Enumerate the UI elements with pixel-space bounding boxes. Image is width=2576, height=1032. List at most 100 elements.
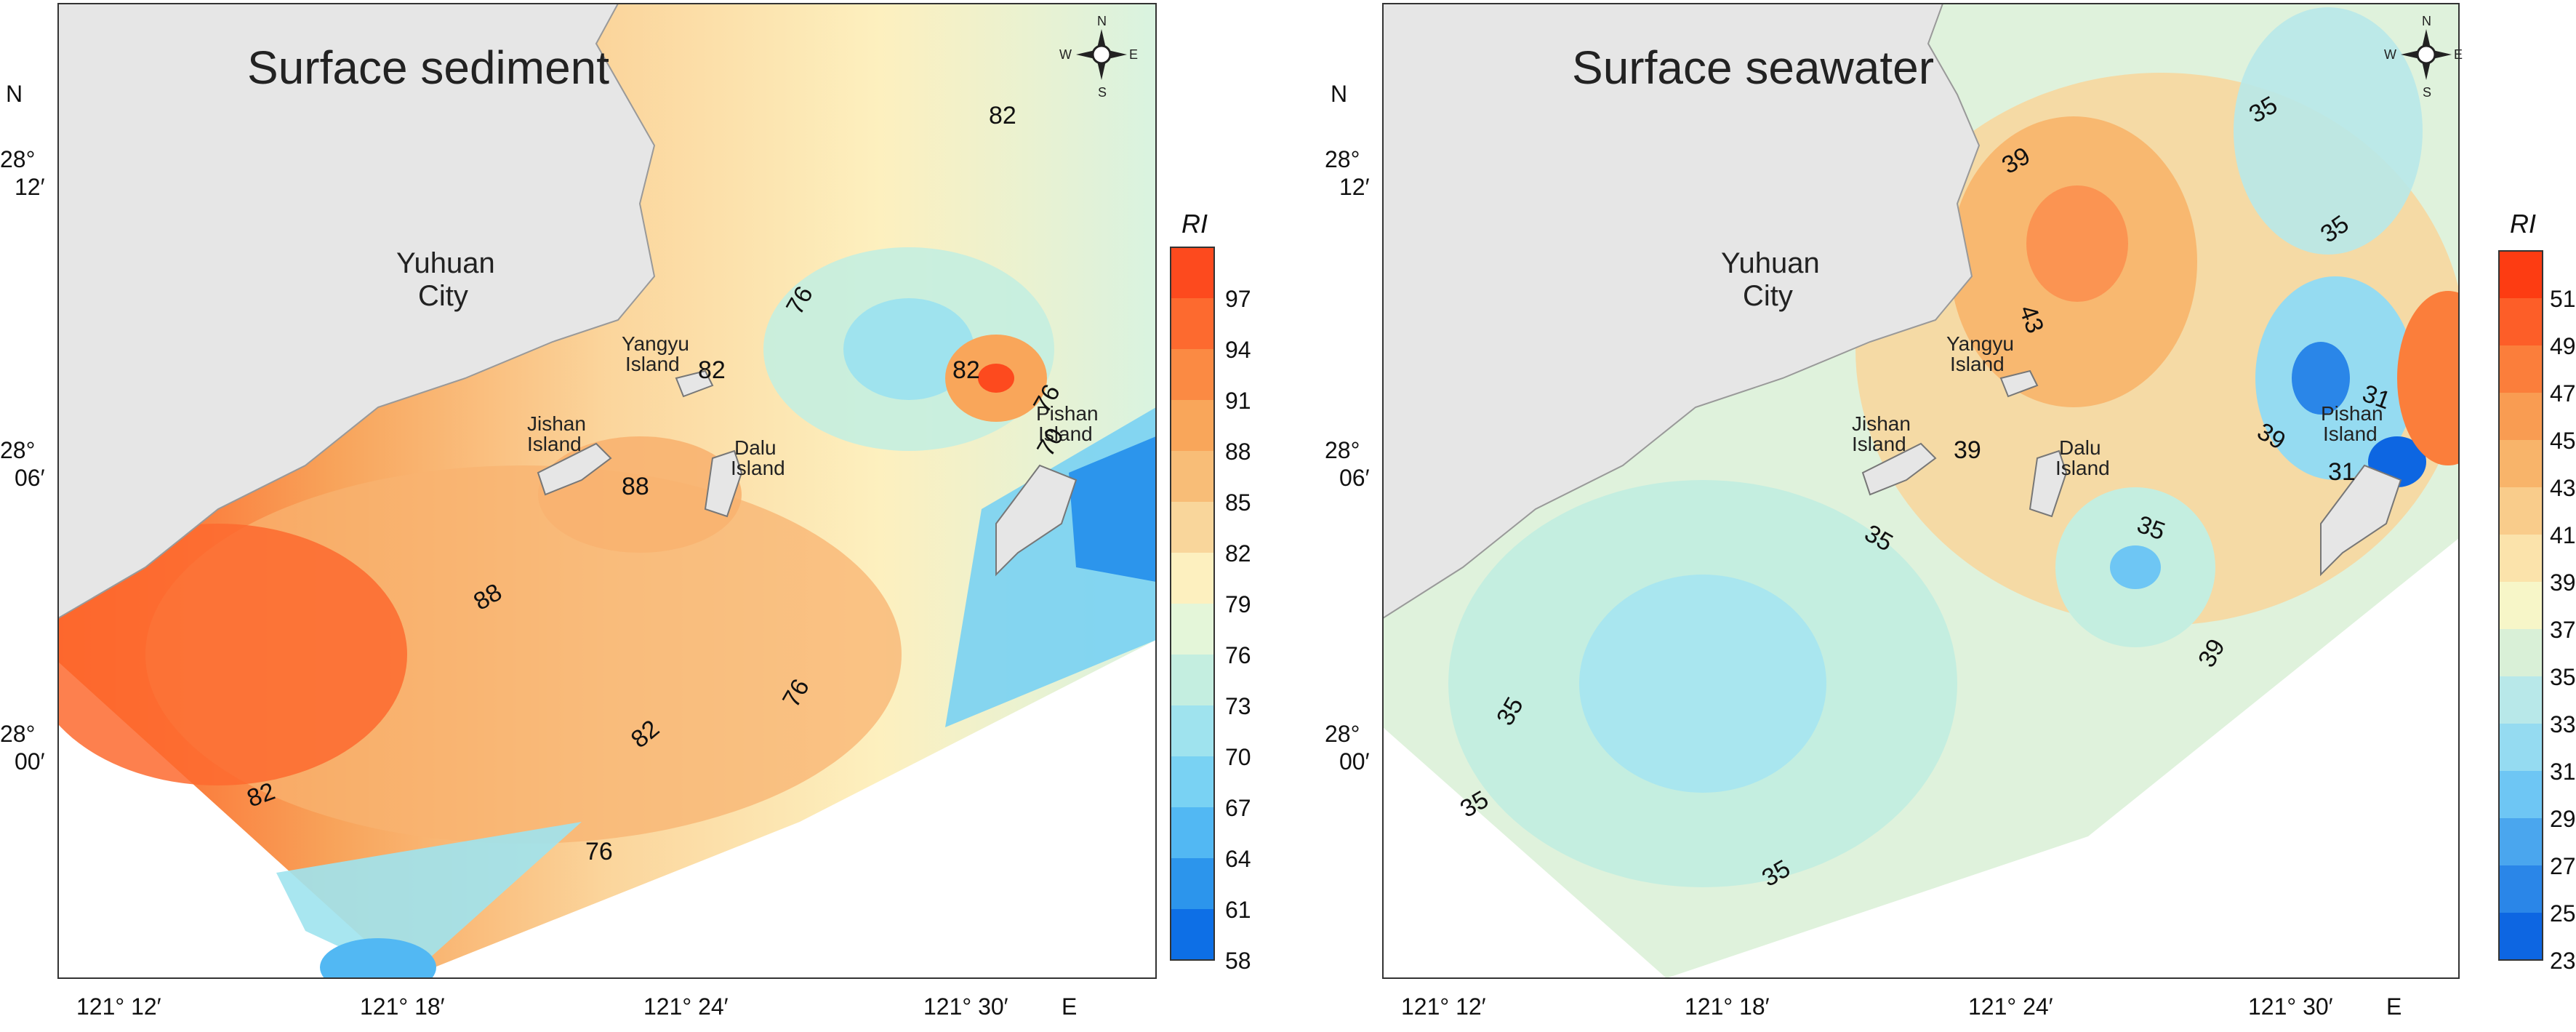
contour-band-peak <box>978 364 1014 393</box>
contour-band-45 <box>2026 185 2128 302</box>
legend-tick: 73 <box>1225 693 1251 719</box>
lon-label: 121° 24′ <box>1968 993 2053 1020</box>
north-axis-label: N <box>1331 81 1347 107</box>
legend-title: RI <box>1181 209 1208 239</box>
legend-tick: 23 <box>2550 948 2576 974</box>
mainland-land <box>58 4 656 620</box>
legend-tick: 27 <box>2550 853 2576 879</box>
seawater-map-area: Surface seawater Yuhuan City Yangyu Isla… <box>1383 4 2459 978</box>
contour-label: 39 <box>1954 436 1981 464</box>
island-label-yangyu-suffix: Island <box>1950 353 2005 375</box>
legend-tick: 33 <box>2550 711 2576 737</box>
contour-label: 88 <box>622 473 649 500</box>
svg-text:N: N <box>1097 14 1107 28</box>
lon-label: 121° 18′ <box>1685 993 1770 1020</box>
svg-text:E: E <box>1129 47 1138 62</box>
legend-tick: 31 <box>2550 759 2576 785</box>
contour-band-47-east <box>2397 291 2459 465</box>
lat-label-min: 06′ <box>1339 465 1370 491</box>
legend-colorbar <box>1170 247 1215 961</box>
legend-tick: 58 <box>1225 948 1251 974</box>
island-label-yangyu: Yangyu <box>622 332 689 355</box>
island-label-dalu-suffix: Island <box>2055 457 2110 479</box>
contour-band-70 <box>843 298 974 400</box>
island-label-pishan: Pishan <box>1036 402 1099 425</box>
lon-label: 121° 18′ <box>360 993 445 1020</box>
island-label-pishan-suffix: Island <box>1038 423 1093 445</box>
svg-text:N: N <box>2422 14 2431 28</box>
jishan-island-shape <box>537 442 612 496</box>
city-label-line1: Yuhuan <box>1721 247 1820 279</box>
lat-label-deg: 28° <box>0 437 35 463</box>
legend-tick: 61 <box>1225 897 1251 923</box>
lat-label-deg: 28° <box>1325 146 1360 172</box>
svg-text:E: E <box>2454 47 2463 62</box>
lon-label: 121° 24′ <box>643 993 729 1020</box>
lat-label-min: 12′ <box>1339 174 1370 200</box>
legend-tick: 64 <box>1225 846 1251 872</box>
island-label-dalu: Dalu <box>734 436 777 459</box>
lon-label: 121° 12′ <box>1401 993 1486 1020</box>
svg-text:W: W <box>1059 47 1072 62</box>
legend-tick: 82 <box>1225 540 1251 567</box>
island-label-jishan: Jishan <box>527 412 586 435</box>
legend-tick: 76 <box>1225 642 1251 668</box>
legend-tick: 51 <box>2550 286 2576 312</box>
east-axis-label: E <box>1062 993 1077 1020</box>
lon-label: 121° 30′ <box>923 993 1008 1020</box>
map-title: Surface seawater <box>1572 41 1934 94</box>
island-label-pishan: Pishan <box>2321 402 2383 425</box>
contour-band-33-sw <box>1579 575 1826 793</box>
contour-band-94 <box>58 524 407 785</box>
map-frame <box>1382 3 2460 979</box>
legend-tick: 79 <box>1225 591 1251 617</box>
legend-tick: 41 <box>2550 522 2576 548</box>
contour-label: 82 <box>989 102 1016 129</box>
compass-rose-icon: N S E W <box>1059 14 1138 100</box>
island-label-dalu-suffix: Island <box>731 457 785 479</box>
legend-tick: 97 <box>1225 286 1251 312</box>
lon-label: 121° 12′ <box>76 993 161 1020</box>
legend-tick: 70 <box>1225 744 1251 770</box>
legend-title: RI <box>2510 209 2536 239</box>
lat-label-min: 12′ <box>15 174 45 200</box>
island-label-yangyu: Yangyu <box>1946 332 2014 355</box>
map-frame <box>57 3 1157 979</box>
contour-label: 82 <box>952 356 980 384</box>
lat-label-min: 00′ <box>1339 748 1370 775</box>
legend-tick: 47 <box>2550 380 2576 407</box>
contour-band-low-south <box>276 822 582 978</box>
lat-label-deg: 28° <box>1325 721 1360 747</box>
svg-text:S: S <box>2423 85 2431 100</box>
yangyu-island-shape <box>1999 369 2039 398</box>
legend-tick: 39 <box>2550 569 2576 596</box>
dalu-island-shape <box>704 449 743 518</box>
svg-text:S: S <box>1098 85 1107 100</box>
city-label-line2: City <box>1743 280 1793 312</box>
legend-tick: 91 <box>1225 388 1251 414</box>
map-panel-seawater: Surface seawater Yuhuan City Yangyu Isla… <box>1288 0 2576 1028</box>
island-label-yangyu-suffix: Island <box>625 353 680 375</box>
contour-band-min-east <box>1069 436 1156 582</box>
island-label-pishan-suffix: Island <box>2323 423 2378 445</box>
legend-tick: 35 <box>2550 664 2576 690</box>
contour-label: 76 <box>585 838 613 865</box>
lon-label: 121° 30′ <box>2248 993 2333 1020</box>
island-label-jishan-suffix: Island <box>527 433 582 455</box>
seawater-map-svg: Surface seawater Yuhuan City Yangyu Isla… <box>1325 3 2576 1020</box>
pishan-island-shape <box>995 464 1078 577</box>
map-panel-sediment: Surface sediment Yuhuan City Yangyu Isla… <box>0 0 1288 1028</box>
sediment-map-area: Surface sediment Yuhuan City Yangyu Isla… <box>58 4 1156 978</box>
dalu-island-shape <box>2029 449 2068 518</box>
lat-label-deg: 28° <box>1325 437 1360 463</box>
legend-tick: 67 <box>1225 795 1251 821</box>
jishan-island-shape <box>1861 442 1937 496</box>
svg-text:W: W <box>2384 47 2396 62</box>
lat-label-min: 00′ <box>15 748 45 775</box>
legend-tick: 43 <box>2550 475 2576 501</box>
legend-tick: 85 <box>1225 489 1251 516</box>
pishan-island-shape <box>2320 464 2402 577</box>
north-axis-label: N <box>6 81 23 107</box>
east-axis-label: E <box>2386 993 2402 1020</box>
contour-band-31-center <box>2110 545 2161 589</box>
